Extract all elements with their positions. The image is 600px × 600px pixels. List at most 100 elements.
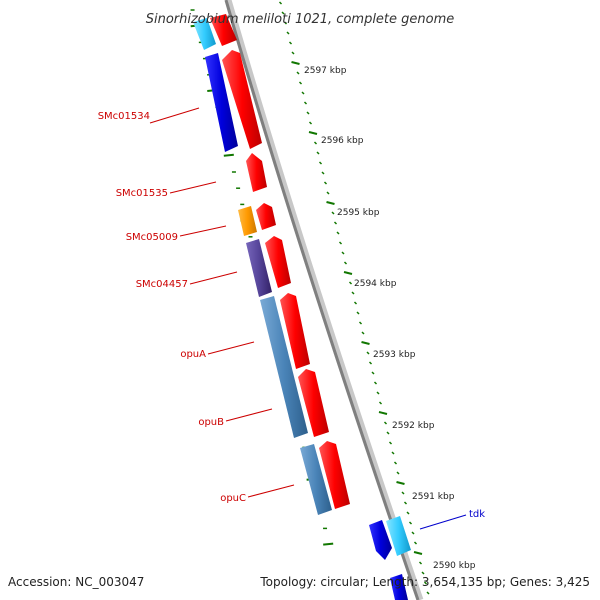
ruler-tick [371,371,375,375]
ruler-tick [308,131,318,135]
ruler-tick [326,191,330,195]
ruler-tick [351,291,355,295]
kbp-label: 2594 kbp [354,279,397,289]
ruler-tick [408,521,413,525]
ruler-tick [301,91,305,95]
ruler-tick [353,301,358,305]
leader-opuA [207,341,255,355]
ruler-tick [391,451,395,455]
kbp-ruler [278,1,430,595]
ruler-tick [393,461,398,465]
gene-label[interactable]: SMc04457 [136,279,188,290]
ruler-tick [286,31,290,35]
feature-bottom-blue[interactable] [390,574,408,600]
gene-label[interactable]: opuC [220,493,246,504]
cds-SMc01534[interactable] [205,53,238,152]
ruler-tick [396,481,405,485]
ruler-tick [378,411,388,415]
ruler-tick [281,11,285,15]
ruler-tick [306,111,310,115]
cds-SMc04457-purple[interactable] [246,239,272,297]
ruler-tick [376,391,380,395]
gene-label[interactable]: tdk [469,509,485,520]
cds-tdk[interactable] [369,520,392,560]
ruler-tick [366,351,370,355]
backbone-shadow [224,0,424,600]
gene-label[interactable]: SMc01534 [98,111,150,122]
cds-opuB[interactable] [298,369,329,437]
ruler-tick [356,311,360,315]
ruler-tick [378,401,383,405]
ruler-tick [358,321,363,325]
feature-top-cyan[interactable] [193,18,216,50]
kbp-label: 2593 kbp [373,350,416,360]
gene-label[interactable]: opuA [180,349,206,360]
ruler-tick [413,541,418,545]
ruler-tick [288,41,293,45]
ruler-tick [361,341,370,345]
kbp-label: 2595 kbp [337,208,380,218]
kbp-label: 2592 kbp [392,421,435,431]
ruler-tick [278,1,283,5]
cds-opuC[interactable] [319,441,350,509]
cds-SMc05009[interactable] [256,203,276,230]
ruler-tick [338,241,343,245]
ruler-tick [343,261,348,265]
genome-backbone [224,0,420,600]
cds-tdk-cyan[interactable] [386,516,411,556]
ruler-tick [403,501,408,505]
cds-SMc04457[interactable] [265,236,291,288]
kbp-label: 2590 kbp [433,561,476,571]
leader-tdk [419,514,467,530]
cds-SMc01535[interactable] [246,153,267,192]
ruler-tick [283,21,288,25]
ruler-tick [291,61,300,65]
inner-tick [223,153,234,157]
ruler-tick [413,551,423,555]
ruler-tick [423,581,428,585]
ruler-tick [318,161,323,165]
ruler-tick [388,441,393,445]
ruler-tick [308,121,313,125]
ruler-tick [323,181,328,185]
cds-SMc05009-orange[interactable] [238,206,257,236]
cds-opuA[interactable] [280,293,310,369]
gene-label[interactable]: SMc05009 [126,232,178,243]
leader-SMc01535 [169,181,217,194]
ruler-tick [373,381,378,385]
inner-tick [323,542,334,546]
ruler-tick [343,271,353,275]
leader-opuC [247,484,295,498]
ruler-tick [296,71,300,75]
cds-opuA-steel[interactable] [260,296,308,438]
ruler-tick [298,81,303,85]
leader-SMc05009 [179,225,227,237]
ruler-tick [336,231,340,235]
gene-label[interactable]: opuB [198,417,224,428]
ruler-tick [303,101,308,105]
ruler-tick [321,171,325,175]
ruler-tick [291,51,295,55]
kbp-label: 2596 kbp [321,136,364,146]
ruler-tick [426,591,430,595]
topology-text: Topology: circular; Length: 3,654,135 bp… [259,575,590,589]
accession-text: Accession: NC_003047 [8,575,144,589]
ruler-tick [316,151,320,155]
ruler-tick [326,201,335,205]
ruler-tick [341,251,345,255]
leader-SMc01534 [149,107,200,124]
cds-opuC-steel[interactable] [300,444,332,515]
ruler-tick [418,561,423,565]
ruler-tick [411,531,415,535]
kbp-label: 2591 kbp [412,492,455,502]
ruler-tick [421,571,425,575]
feature-top-red[interactable] [210,14,237,46]
ruler-tick [406,511,410,515]
leader-SMc04457 [189,271,238,285]
cds-SMc01534-red[interactable] [222,50,262,149]
ruler-tick [331,211,335,215]
ruler-tick [368,361,373,365]
leader-opuB [225,408,273,422]
ruler-tick [348,281,353,285]
gene-label[interactable]: SMc01535 [116,188,168,199]
